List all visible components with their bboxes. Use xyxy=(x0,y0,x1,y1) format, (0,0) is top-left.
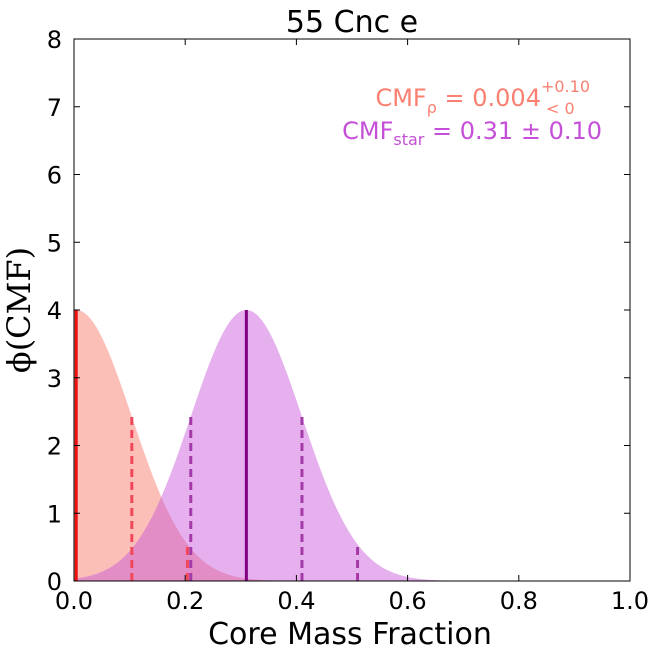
y-axis-label: ϕ(CMF) xyxy=(0,247,38,373)
y-tick-label: 7 xyxy=(47,94,62,122)
annotation-cmf-star: CMFstar = 0.31 ± 0.10 xyxy=(342,117,602,149)
y-tick-label: 4 xyxy=(47,297,62,325)
density-areas xyxy=(74,310,630,581)
x-tick-label: 0.4 xyxy=(277,587,315,615)
x-tick-label: 0.0 xyxy=(55,587,93,615)
y-tick-label: 1 xyxy=(47,500,62,528)
x-tick-label: 0.8 xyxy=(500,587,538,615)
y-tick-label: 2 xyxy=(47,433,62,461)
x-axis-ticks: 0.0 0.2 0.4 0.6 0.8 1.0 xyxy=(55,39,649,615)
x-tick-label: 0.2 xyxy=(166,587,204,615)
y-tick-label: 5 xyxy=(47,229,62,257)
x-axis-label: Core Mass Fraction xyxy=(208,617,492,652)
density-area-1 xyxy=(74,310,630,581)
y-tick-label: 8 xyxy=(47,26,62,54)
chart-title: 55 Cnc e xyxy=(286,5,418,40)
y-tick-label: 6 xyxy=(47,162,62,190)
annotation-cmf-rho: CMFρ = 0.004+0.10 < 0 xyxy=(375,77,590,118)
density-area-0 xyxy=(74,310,630,581)
y-tick-label: 3 xyxy=(47,365,62,393)
x-tick-label: 1.0 xyxy=(611,587,649,615)
y-axis-ticks: 0 1 2 3 4 5 6 7 8 xyxy=(47,26,630,596)
x-tick-label: 0.6 xyxy=(389,587,427,615)
y-tick-label: 0 xyxy=(47,568,62,596)
